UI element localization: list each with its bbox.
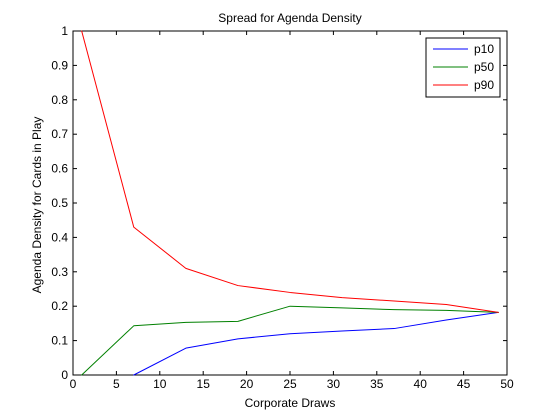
x-tick-label-8: 40 bbox=[414, 377, 428, 391]
y-tick-label-6: 0.6 bbox=[51, 162, 68, 176]
legend-label-p10: p10 bbox=[474, 42, 494, 56]
x-tick-label-3: 15 bbox=[197, 377, 211, 391]
x-tick-label-9: 45 bbox=[457, 377, 471, 391]
y-axis-label: Agenda Density for Cards in Play bbox=[30, 117, 44, 294]
chart-title: Spread for Agenda Density bbox=[218, 11, 361, 25]
x-tick-label-5: 25 bbox=[283, 377, 297, 391]
x-tick-label-0: 0 bbox=[70, 377, 77, 391]
series-line-p90 bbox=[81, 30, 499, 313]
y-tick-label-5: 0.5 bbox=[51, 196, 68, 210]
series-group bbox=[81, 30, 499, 376]
series-line-p10 bbox=[133, 311, 499, 376]
x-tick-label-7: 35 bbox=[370, 377, 384, 391]
legend-label-p50: p50 bbox=[474, 60, 494, 74]
y-tick-label-4: 0.4 bbox=[51, 230, 68, 244]
y-tick-label-9: 0.9 bbox=[51, 58, 68, 72]
y-tick-label-1: 0.1 bbox=[51, 334, 68, 348]
x-tick-label-2: 10 bbox=[153, 377, 167, 391]
series-line-p50 bbox=[81, 305, 499, 376]
legend-label-p90: p90 bbox=[474, 78, 494, 92]
x-tick-label-6: 30 bbox=[327, 377, 341, 391]
x-tick-label-4: 20 bbox=[240, 377, 254, 391]
tick-group: 0 5 10 15 20 25 30 35 40 45 50 0 0.1 0.2 0.3 0.4 0.5 0.6 0… bbox=[51, 24, 514, 391]
legend: p10 p50 p90 bbox=[425, 37, 501, 98]
y-tick-label-3: 0.3 bbox=[51, 265, 68, 279]
y-tick-label-10: 1 bbox=[61, 24, 68, 38]
x-tick-label-10: 50 bbox=[500, 377, 514, 391]
x-axis-label: Corporate Draws bbox=[245, 396, 336, 410]
y-tick-label-0: 0 bbox=[61, 368, 68, 382]
y-tick-label-8: 0.8 bbox=[51, 93, 68, 107]
x-tick-label-1: 5 bbox=[113, 377, 120, 391]
y-tick-label-2: 0.2 bbox=[51, 299, 68, 313]
y-tick-label-7: 0.7 bbox=[51, 127, 68, 141]
